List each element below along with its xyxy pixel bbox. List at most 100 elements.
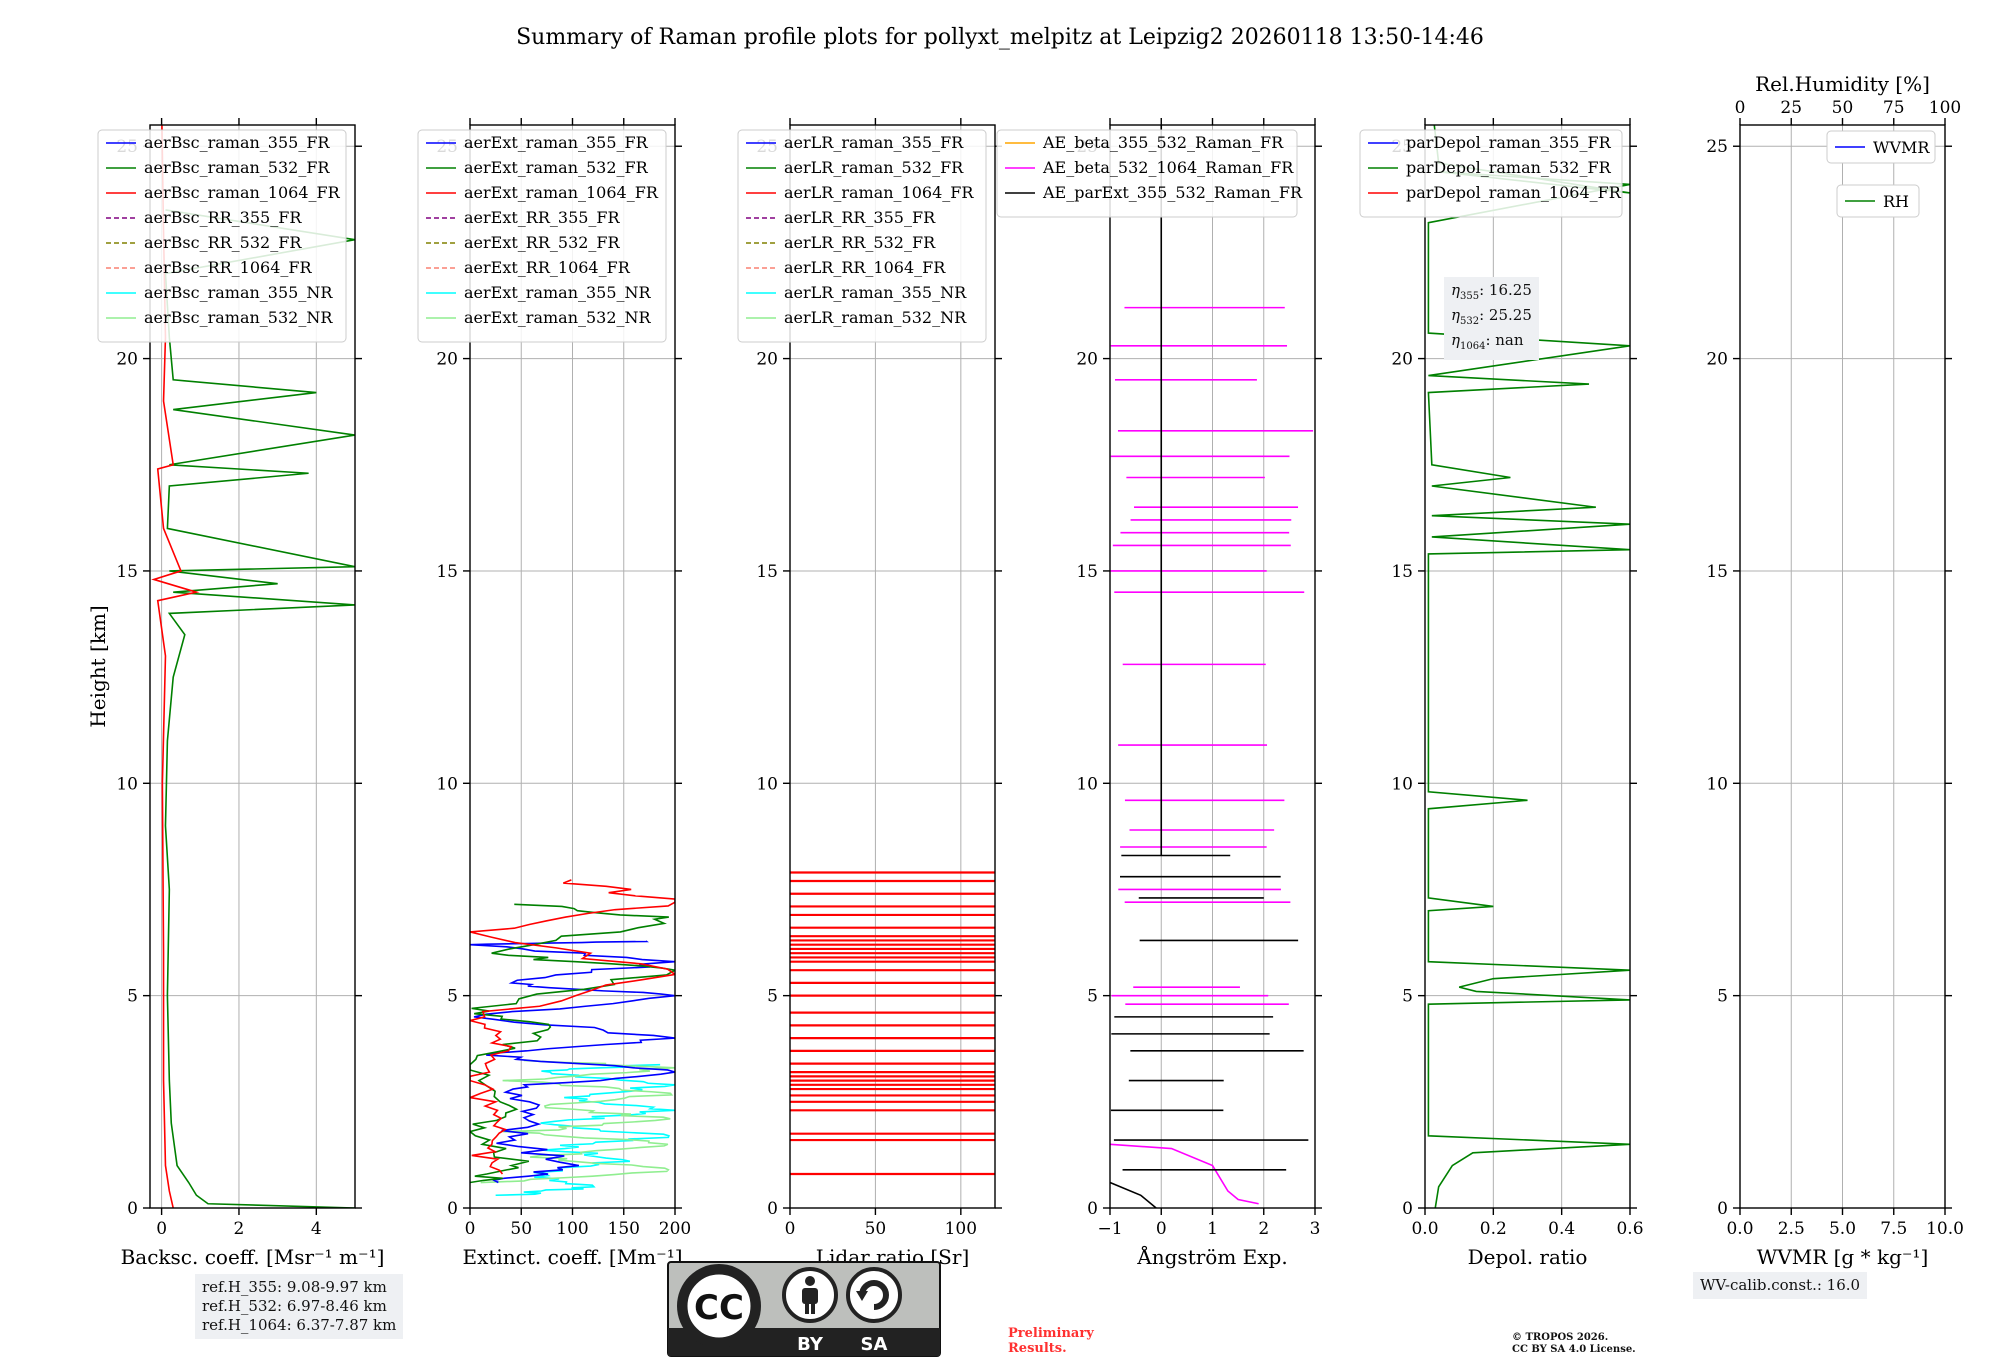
series-line-aerBsc_raman_532_FR xyxy=(164,209,355,1208)
y-tick-label: 5 xyxy=(1717,987,1728,1007)
chart-panel-6: 0.0 2.5 5.0 7.5 10.0 0 5 10 15 20 25 0 25 50 75 100Rel.… xyxy=(1706,72,1964,1269)
y-tick-label: 5 xyxy=(767,987,778,1007)
x-tick-label: 7.5 xyxy=(1880,1219,1907,1239)
y-axis-label: Height [km] xyxy=(86,605,110,727)
legend-entry: aerBsc_raman_355_FR xyxy=(144,133,330,152)
legend-entry: parDepol_raman_532_FR xyxy=(1406,158,1612,177)
x-tick-label: 50 xyxy=(510,1219,532,1239)
cc-by-sa-badge: CC BY SA xyxy=(667,1261,941,1357)
y-tick-label: 5 xyxy=(1087,987,1098,1007)
eta-1064-value: : nan xyxy=(1485,331,1524,349)
legend-entry: aerBsc_raman_355_NR xyxy=(144,283,333,302)
legend: parDepol_raman_355_FR parDepol_raman_532_… xyxy=(1359,129,1623,218)
legend: WVMR RH xyxy=(1826,130,1936,218)
x-tick-label: 0 xyxy=(1156,1219,1167,1239)
y-tick-label: 0 xyxy=(1402,1199,1413,1219)
axes-frame xyxy=(789,124,996,1209)
preliminary-note: Preliminary Results. xyxy=(1008,1326,1094,1356)
y-tick-label: 20 xyxy=(436,350,458,370)
x-axis-label: Extinct. coeff. [Mm⁻¹] xyxy=(462,1245,682,1269)
legend-box xyxy=(1826,130,1936,164)
legend-entry: parDepol_raman_1064_FR xyxy=(1406,183,1622,202)
series-line-AE_beta_532_1064_Raman_FR xyxy=(1110,1143,1259,1205)
legend-entry: aerLR_raman_1064_FR xyxy=(784,183,974,202)
x-top-axis-label: Rel.Humidity [%] xyxy=(1755,72,1930,96)
series-line-aerExt_raman_532_FR xyxy=(470,903,675,1184)
series-line-aerExt_raman_532_NR xyxy=(480,1059,675,1184)
legend-entry: aerExt_raman_1064_FR xyxy=(464,183,659,202)
y-tick-label: 15 xyxy=(1706,562,1728,582)
y-tick-label: 10 xyxy=(436,774,458,794)
legend-entry: aerExt_raman_355_FR xyxy=(464,133,649,152)
x-tick-label: 200 xyxy=(659,1219,691,1239)
legend-entry: aerLR_raman_532_FR xyxy=(784,158,964,177)
legend-entry: aerExt_raman_532_FR xyxy=(464,158,649,177)
axes-frame xyxy=(149,124,356,1209)
y-tick-label: 15 xyxy=(116,562,138,582)
data-layer xyxy=(470,879,675,1197)
x-top-tick-label: 75 xyxy=(1883,98,1905,118)
x-axis-label: Depol. ratio xyxy=(1468,1245,1588,1269)
legend: aerLR_raman_355_FR aerLR_raman_532_FR aerL… xyxy=(737,129,987,343)
legend-box xyxy=(97,129,347,343)
legend-entry: parDepol_raman_355_FR xyxy=(1406,133,1612,152)
x-top-tick-label: 50 xyxy=(1832,98,1854,118)
attribution-icon xyxy=(782,1267,838,1323)
legend-entry: aerExt_RR_1064_FR xyxy=(464,258,631,277)
x-tick-label: 100 xyxy=(556,1219,588,1239)
chart-panel-5: 0.00.20.40.60510152025Depol. ratioparDep… xyxy=(1359,118,1644,1269)
x-tick-label: 2 xyxy=(1258,1219,1269,1239)
legend-entry: aerLR_raman_532_NR xyxy=(784,308,967,327)
legend-entry: aerLR_RR_1064_FR xyxy=(784,258,946,277)
legend-entry: aerExt_RR_532_FR xyxy=(464,233,621,252)
x-tick-label: 0.2 xyxy=(1480,1219,1507,1239)
x-tick-label: 0.4 xyxy=(1548,1219,1575,1239)
legend-entry: AE_beta_532_1064_Raman_FR xyxy=(1042,158,1294,177)
series-line-parDepol_raman_532_FR xyxy=(1427,125,1630,1208)
legend-box xyxy=(737,129,987,343)
legend-box xyxy=(417,129,667,343)
eta-532-value: : 25.25 xyxy=(1479,306,1532,324)
series-line-aerExt_raman_1064_FR xyxy=(470,879,675,1175)
legend-box xyxy=(1359,129,1623,218)
legend-entry: aerLR_RR_355_FR xyxy=(784,208,936,227)
x-tick-label: 4 xyxy=(311,1219,322,1239)
x-tick-label: 50 xyxy=(865,1219,887,1239)
x-tick-label: 10.0 xyxy=(1926,1219,1964,1239)
x-axis-label: Backsc. coeff. [Msr⁻¹ m⁻¹] xyxy=(121,1245,385,1269)
y-tick-label: 0 xyxy=(1717,1199,1728,1219)
legend-entry: AE_parExt_355_532_Raman_FR xyxy=(1042,183,1303,202)
y-tick-label: 0 xyxy=(127,1199,138,1219)
y-tick-label: 15 xyxy=(756,562,778,582)
data-layer xyxy=(1110,125,1314,1208)
data-layer xyxy=(151,125,355,1208)
legend-entry: AE_beta_355_532_Raman_FR xyxy=(1042,133,1284,152)
data-layer xyxy=(1427,125,1630,1208)
y-tick-label: 20 xyxy=(1706,350,1728,370)
x-tick-label: 0 xyxy=(156,1219,167,1239)
y-tick-label: 5 xyxy=(1402,987,1413,1007)
x-tick-label: 150 xyxy=(608,1219,640,1239)
y-tick-label: 15 xyxy=(1076,562,1098,582)
wv-calib-const: WV-calib.const.: 16.0 xyxy=(1700,1276,1861,1294)
ref-height-1064: ref.H_1064: 6.37-7.87 km xyxy=(202,1316,397,1334)
x-top-tick-label: 100 xyxy=(1929,98,1961,118)
chart-panel-4: −101230510152025Ångström Exp.AE_beta_355… xyxy=(996,118,1322,1269)
y-tick-label: 25 xyxy=(1706,137,1728,157)
legend-box xyxy=(996,129,1298,218)
x-axis-label: Ångström Exp. xyxy=(1136,1244,1287,1269)
chart-panel-2: 0501001502000510152025Extinct. coeff. [M… xyxy=(417,118,691,1269)
y-tick-label: 10 xyxy=(1706,774,1728,794)
x-tick-label: 0.0 xyxy=(1411,1219,1438,1239)
legend-entry: aerLR_raman_355_FR xyxy=(784,133,964,152)
figure-title: Summary of Raman profile plots for polly… xyxy=(516,25,1484,50)
share-alike-icon xyxy=(846,1267,902,1323)
x-tick-label: 0.6 xyxy=(1616,1219,1643,1239)
legend-entry: RH xyxy=(1883,192,1909,211)
x-tick-label: 0 xyxy=(465,1219,476,1239)
ref-height-355: ref.H_355: 9.08-9.97 km xyxy=(202,1278,387,1296)
legend-entry: aerExt_raman_355_NR xyxy=(464,283,652,302)
x-top-tick-label: 0 xyxy=(1735,98,1746,118)
reference-height-box: ref.H_355: 9.08-9.97 km ref.H_532: 6.97-… xyxy=(195,1274,404,1339)
